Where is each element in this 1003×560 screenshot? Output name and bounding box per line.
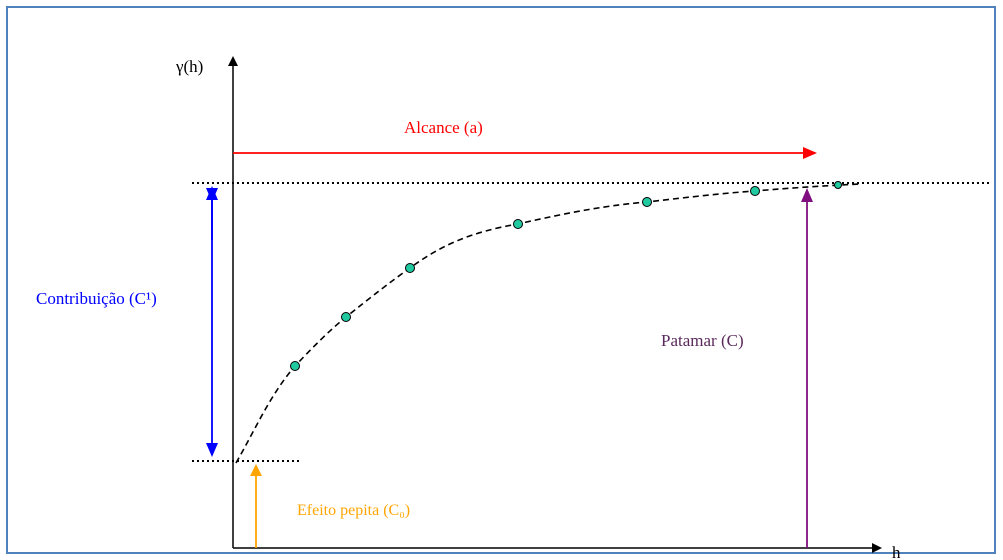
range-label: Alcance (a) [404,118,483,137]
data-point [341,312,351,322]
y-axis-label: γ(h) [175,57,203,76]
data-point [834,181,842,189]
contribution-label: Contribuição (C¹) [36,289,157,308]
nugget-label: Efeito pepita (C₀) [297,502,410,519]
x-axis-label: h [892,543,901,560]
figure-frame [6,6,996,554]
data-point [642,197,652,207]
sill-label: Patamar (C) [661,331,744,350]
data-point [290,361,300,371]
experimental-points [290,181,842,371]
data-point [405,263,415,273]
data-point [750,186,760,196]
data-point [513,219,523,229]
model-curve [235,183,861,464]
